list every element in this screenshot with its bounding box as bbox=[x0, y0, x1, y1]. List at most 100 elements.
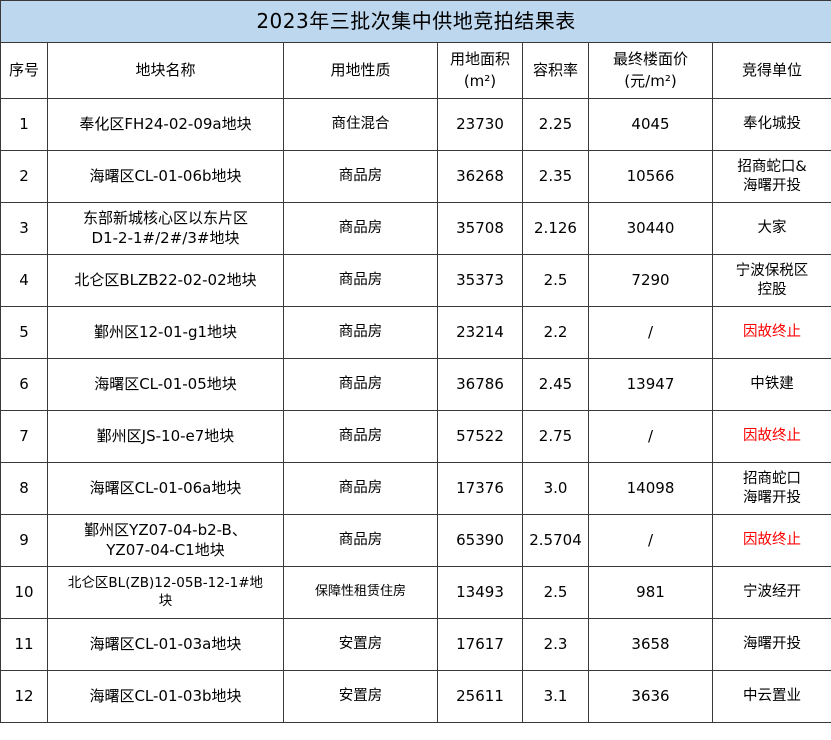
cell-winning-bidder: 奉化城投 bbox=[711, 98, 831, 151]
cell-winning-bidder: 招商蛇口 海曙开投 bbox=[711, 462, 831, 515]
cell-land-area: 65390 bbox=[437, 514, 523, 567]
cell-seq: 6 bbox=[0, 358, 48, 411]
cell-winning-bidder-line: 海曙开投 bbox=[743, 489, 802, 506]
table-row: 9 鄞州区YZ07-04-b2-B、 YZ07-04-C1地块 商品房 65390 2.5… bbox=[0, 514, 831, 567]
cell-floor-area-ratio: 2.3 bbox=[522, 618, 589, 671]
cell-seq-line: 8 bbox=[19, 478, 29, 497]
cell-seq-line: 2 bbox=[19, 166, 29, 185]
column-header-use: 用地性质 bbox=[283, 42, 438, 99]
table-row: 3 东部新城核心区以东片区 D1-2-1#/2#/3#地块 商品房 35708 2.126… bbox=[0, 202, 831, 255]
cell-land-area: 25611 bbox=[437, 670, 523, 723]
table-body: 1 奉化区FH24-02-09a地块 商住混合 23730 2.25 4045 奉化城投 2 海… bbox=[0, 98, 831, 723]
cell-final-floor-price: 13947 bbox=[588, 358, 713, 411]
cell-land-name-line: 海曙区CL-01-06b地块 bbox=[89, 166, 242, 185]
cell-land-area: 57522 bbox=[437, 410, 523, 463]
cell-land-area-line: 35708 bbox=[456, 218, 504, 237]
cell-seq: 10 bbox=[0, 566, 48, 619]
cell-seq: 4 bbox=[0, 254, 48, 307]
cell-seq-line: 5 bbox=[19, 322, 29, 341]
cell-floor-area-ratio-line: 2.2 bbox=[543, 322, 568, 341]
cell-winning-bidder-line: 中云置业 bbox=[743, 688, 802, 705]
column-header-area-unit: (m²) bbox=[463, 71, 497, 90]
column-header-area: 用地面积 (m²) bbox=[437, 42, 523, 99]
cell-floor-area-ratio: 2.35 bbox=[522, 150, 589, 203]
cell-seq-line: 7 bbox=[19, 426, 29, 445]
cell-land-area-line: 17617 bbox=[456, 634, 504, 653]
cell-winning-bidder-line: 大家 bbox=[757, 220, 787, 237]
table-row: 11 海曙区CL-01-03a地块 安置房 17617 2.3 3658 海曙开投 bbox=[0, 618, 831, 671]
cell-final-floor-price: / bbox=[588, 306, 713, 359]
cell-final-floor-price-line: 13947 bbox=[626, 374, 675, 393]
cell-winning-bidder: 中铁建 bbox=[711, 358, 831, 411]
table-row: 1 奉化区FH24-02-09a地块 商住混合 23730 2.25 4045 奉化城投 bbox=[0, 98, 831, 151]
table-row: 4 北仑区BLZB22-02-02地块 商品房 35373 2.5 7290 宁波保税区 控股 bbox=[0, 254, 831, 307]
cell-land-area-line: 65390 bbox=[456, 530, 504, 549]
cell-land-use-line: 商品房 bbox=[338, 532, 383, 549]
cell-floor-area-ratio-line: 2.25 bbox=[538, 114, 573, 133]
cell-land-name: 鄞州区12-01-g1地块 bbox=[47, 306, 284, 359]
cell-winning-bidder-line: 因故终止 bbox=[743, 428, 802, 445]
cell-winning-bidder-line: 奉化城投 bbox=[743, 116, 802, 133]
cell-winning-bidder: 宁波经开 bbox=[711, 566, 831, 619]
cell-land-use: 商品房 bbox=[283, 254, 438, 307]
column-header-price: 最终楼面价 (元/m²) bbox=[588, 42, 713, 99]
cell-land-area: 13493 bbox=[437, 566, 523, 619]
cell-land-use: 商品房 bbox=[283, 410, 438, 463]
column-header-far: 容积率 bbox=[522, 42, 589, 99]
cell-floor-area-ratio: 2.126 bbox=[522, 202, 589, 255]
cell-land-use-line: 商品房 bbox=[338, 220, 383, 237]
cell-seq-line: 1 bbox=[19, 114, 29, 133]
table-head: 2023年三批次集中供地竞拍结果表 序号 地块名称 用地性质 用地面积 (m²)… bbox=[0, 0, 831, 99]
cell-seq: 9 bbox=[0, 514, 48, 567]
cell-land-name-line: 鄞州区JS-10-e7地块 bbox=[96, 426, 235, 445]
column-header-winner-label: 竞得单位 bbox=[742, 60, 803, 79]
cell-final-floor-price-line: / bbox=[647, 322, 654, 341]
cell-land-name-line: 海曙区CL-01-03b地块 bbox=[89, 686, 242, 705]
cell-winning-bidder: 中云置业 bbox=[711, 670, 831, 723]
cell-seq-line: 9 bbox=[19, 530, 29, 549]
cell-land-name-line: D1-2-1#/2#/3#地块 bbox=[91, 228, 240, 247]
cell-final-floor-price-line: 981 bbox=[636, 582, 665, 601]
cell-floor-area-ratio: 2.2 bbox=[522, 306, 589, 359]
cell-land-use-line: 商品房 bbox=[338, 168, 383, 185]
column-header-name: 地块名称 bbox=[47, 42, 284, 99]
cell-land-name-line: 鄞州区YZ07-04-b2-B、 bbox=[84, 521, 247, 540]
cell-seq-line: 12 bbox=[14, 686, 34, 705]
cell-land-area-line: 13493 bbox=[456, 582, 504, 601]
column-header-name-label: 地块名称 bbox=[135, 60, 196, 79]
cell-land-use-line: 商品房 bbox=[338, 272, 383, 289]
cell-land-use-line: 商品房 bbox=[338, 324, 383, 341]
cell-land-use: 安置房 bbox=[283, 618, 438, 671]
table-row: 10 北仑区BL(ZB)12-05B-12-1#地块 保障性租赁住房 13493 2.5… bbox=[0, 566, 831, 619]
cell-floor-area-ratio-line: 3.1 bbox=[543, 686, 568, 705]
cell-land-use: 商品房 bbox=[283, 514, 438, 567]
cell-seq-line: 10 bbox=[14, 582, 34, 601]
cell-land-name: 奉化区FH24-02-09a地块 bbox=[47, 98, 284, 151]
cell-winning-bidder-line: 宁波经开 bbox=[743, 584, 802, 601]
cell-final-floor-price-line: 30440 bbox=[626, 218, 675, 237]
cell-land-name: 海曙区CL-01-06b地块 bbox=[47, 150, 284, 203]
cell-land-use: 安置房 bbox=[283, 670, 438, 723]
cell-floor-area-ratio-line: 2.126 bbox=[534, 218, 577, 237]
cell-land-area-line: 36268 bbox=[456, 166, 504, 185]
column-header-seq: 序号 bbox=[0, 42, 48, 99]
cell-final-floor-price-line: 4045 bbox=[631, 114, 670, 133]
cell-seq-line: 11 bbox=[14, 634, 34, 653]
cell-final-floor-price: 3636 bbox=[588, 670, 713, 723]
cell-seq-line: 6 bbox=[19, 374, 29, 393]
cell-winning-bidder-line: 海曙开投 bbox=[743, 177, 802, 194]
cell-land-area: 36786 bbox=[437, 358, 523, 411]
cell-floor-area-ratio-line: 2.5 bbox=[543, 270, 568, 289]
table-title: 2023年三批次集中供地竞拍结果表 bbox=[0, 0, 831, 43]
header-row: 序号 地块名称 用地性质 用地面积 (m²) 容积率 最终楼面价 (元/m²) bbox=[0, 42, 831, 99]
table-row: 7 鄞州区JS-10-e7地块 商品房 57522 2.75 / 因故终止 bbox=[0, 410, 831, 463]
cell-land-name-line: 海曙区CL-01-06a地块 bbox=[89, 478, 242, 497]
cell-floor-area-ratio-line: 2.75 bbox=[538, 426, 573, 445]
cell-winning-bidder-line: 控股 bbox=[757, 281, 787, 298]
cell-final-floor-price-line: / bbox=[647, 426, 654, 445]
cell-seq: 1 bbox=[0, 98, 48, 151]
cell-final-floor-price: 30440 bbox=[588, 202, 713, 255]
column-header-area-label: 用地面积 bbox=[449, 49, 510, 68]
cell-winning-bidder: 大家 bbox=[711, 202, 831, 255]
cell-seq: 2 bbox=[0, 150, 48, 203]
